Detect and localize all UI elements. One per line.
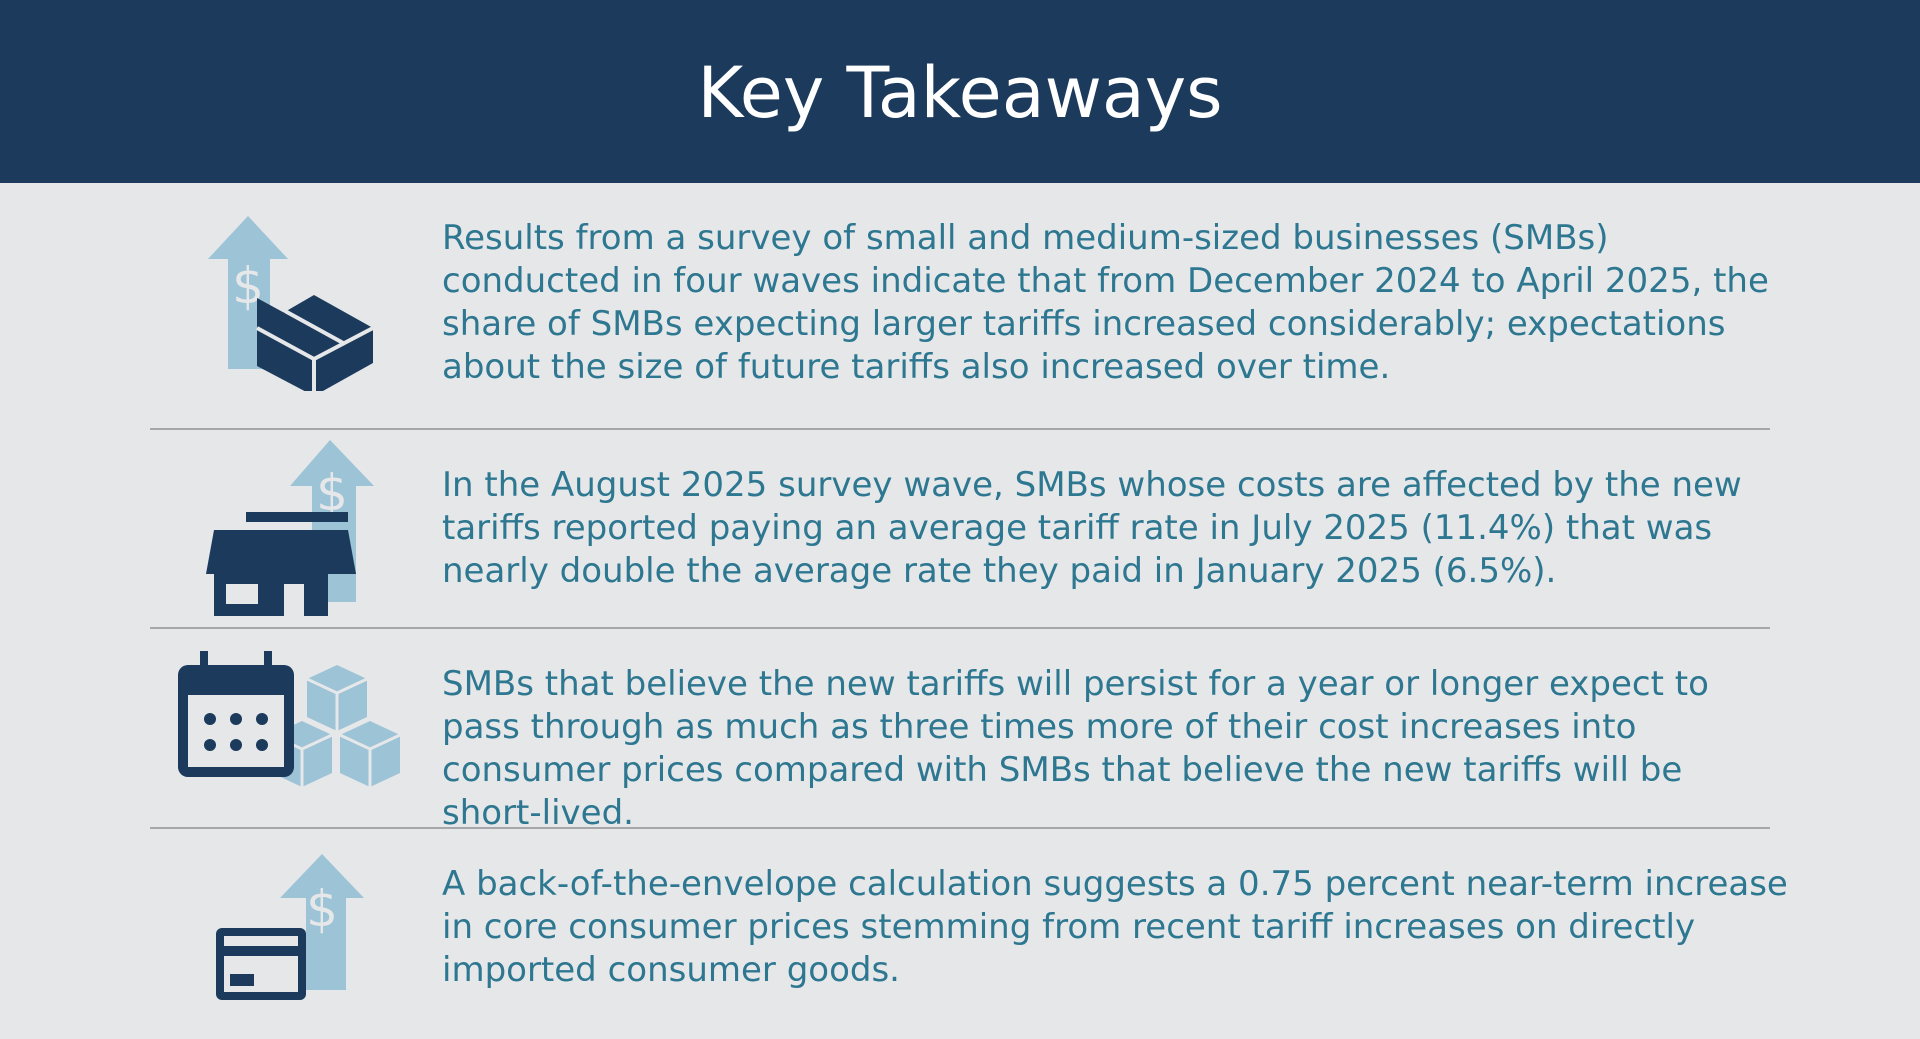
calendar-boxes-icon (174, 649, 404, 809)
takeaway-text: In the August 2025 survey wave, SMBs who… (442, 465, 1742, 591)
divider (150, 827, 1770, 829)
divider (150, 627, 1770, 629)
credit-card-price-up-icon: $ (210, 854, 380, 1014)
storefront-price-up-icon: $ (200, 440, 380, 620)
takeaway-text: A back-of-the-envelope calculation sugge… (442, 864, 1788, 990)
divider (150, 428, 1770, 430)
page-title: Key Takeaways (697, 51, 1223, 134)
takeaway-text: SMBs that believe the new tariffs will p… (442, 664, 1709, 833)
box-price-up-icon: $ (200, 211, 380, 391)
svg-text:$: $ (306, 880, 338, 938)
header-banner: Key Takeaways (0, 0, 1920, 183)
takeaway-text: Results from a survey of small and mediu… (442, 218, 1769, 387)
